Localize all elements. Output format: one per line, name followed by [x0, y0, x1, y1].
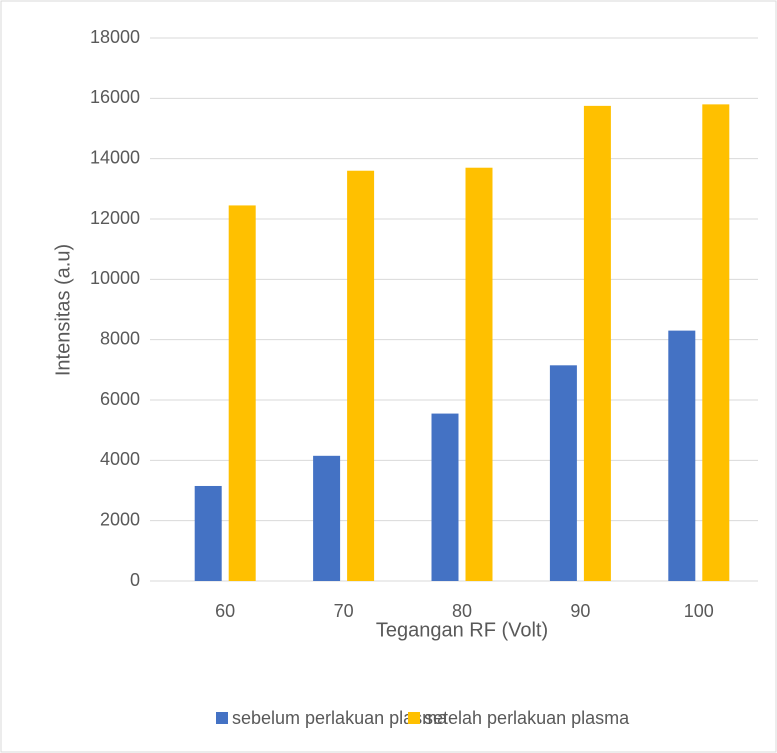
bar	[702, 104, 730, 581]
bar	[194, 485, 222, 581]
bar	[313, 455, 341, 581]
y-tick-label: 8000	[100, 328, 140, 348]
x-tick-label: 80	[452, 601, 472, 621]
x-tick-label: 70	[334, 601, 354, 621]
y-tick-label: 6000	[100, 389, 140, 409]
y-tick-label: 18000	[90, 27, 140, 47]
y-tick-label: 14000	[90, 147, 140, 167]
legend-swatch	[408, 712, 420, 724]
y-tick-label: 4000	[100, 449, 140, 469]
bar	[465, 167, 493, 581]
bar	[583, 105, 611, 581]
y-tick-label: 2000	[100, 509, 140, 529]
legend-label: setelah perlakuan plasma	[424, 708, 630, 728]
y-axis-title: Intensitas (a.u)	[52, 244, 74, 376]
bar	[347, 170, 375, 581]
y-tick-label: 12000	[90, 208, 140, 228]
legend-label: sebelum perlakuan plasma	[232, 708, 448, 728]
legend-swatch	[216, 712, 228, 724]
x-tick-label: 100	[684, 601, 714, 621]
y-tick-label: 10000	[90, 268, 140, 288]
x-axis-title: Tegangan RF (Volt)	[376, 619, 548, 641]
y-tick-label: 16000	[90, 87, 140, 107]
bar	[431, 413, 459, 581]
y-tick-label: 0	[130, 570, 140, 590]
bar	[549, 365, 577, 581]
x-tick-label: 60	[215, 601, 235, 621]
bar	[668, 330, 696, 581]
x-tick-label: 90	[570, 601, 590, 621]
bar	[228, 205, 256, 582]
